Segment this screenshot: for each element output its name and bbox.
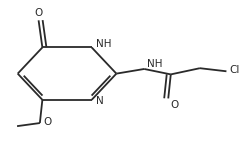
Text: O: O bbox=[34, 8, 43, 18]
Text: N: N bbox=[95, 96, 103, 106]
Text: O: O bbox=[170, 100, 178, 110]
Text: O: O bbox=[43, 117, 51, 127]
Text: NH: NH bbox=[95, 39, 111, 49]
Text: NH: NH bbox=[146, 59, 162, 69]
Text: Cl: Cl bbox=[228, 65, 238, 75]
